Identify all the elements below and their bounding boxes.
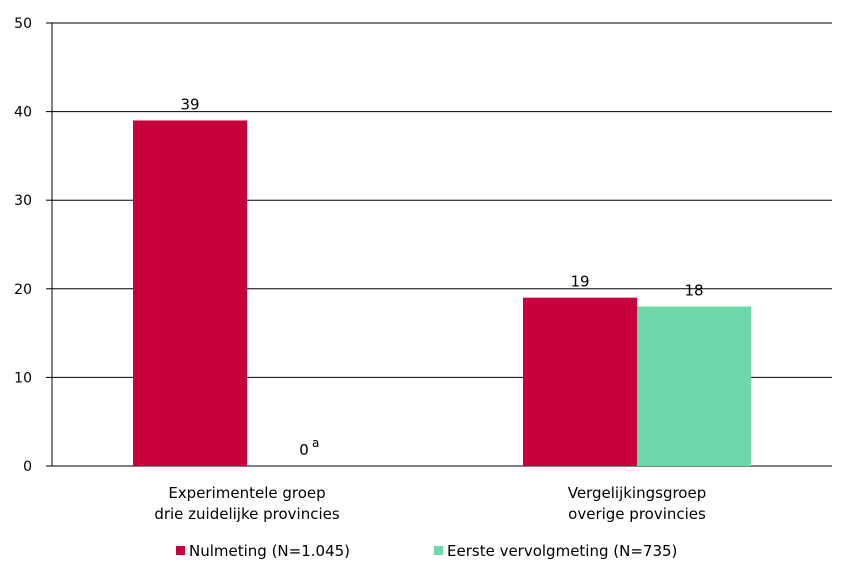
y-tick-label: 0 bbox=[23, 459, 32, 475]
bar bbox=[523, 297, 637, 466]
data-label-superscript: a bbox=[312, 436, 319, 450]
y-tick-label: 30 bbox=[14, 193, 32, 209]
data-label: 19 bbox=[570, 273, 589, 291]
category-labels: Experimentele groep drie zuidelijke provi… bbox=[154, 484, 706, 523]
bars bbox=[133, 120, 751, 467]
data-label: 39 bbox=[180, 95, 199, 113]
y-tick-label: 20 bbox=[14, 282, 32, 298]
legend-label: Eerste vervolgmeting (N=735) bbox=[447, 542, 677, 560]
legend-label: Nulmeting (N=1.045) bbox=[189, 542, 350, 560]
category-label: Vergelijkingsgroep bbox=[568, 484, 706, 502]
legend-swatch bbox=[176, 546, 185, 555]
data-label: 0 bbox=[299, 441, 309, 459]
legend-swatch bbox=[434, 546, 443, 555]
y-tick-label: 50 bbox=[14, 16, 32, 32]
y-axis-ticks: 0 10 20 30 40 50 bbox=[14, 16, 32, 475]
y-tick-label: 10 bbox=[14, 370, 32, 386]
bar bbox=[637, 306, 751, 466]
bar bbox=[133, 120, 247, 467]
data-labels: 39 19 0 18 a bbox=[180, 95, 703, 459]
data-label: 18 bbox=[684, 282, 703, 300]
category-label: drie zuidelijke provincies bbox=[154, 505, 340, 523]
y-tick-label: 40 bbox=[14, 105, 32, 121]
category-label: overige provincies bbox=[568, 505, 706, 523]
legend: Nulmeting (N=1.045) Eerste vervolgmeting … bbox=[176, 542, 677, 560]
category-label: Experimentele groep bbox=[168, 484, 325, 502]
